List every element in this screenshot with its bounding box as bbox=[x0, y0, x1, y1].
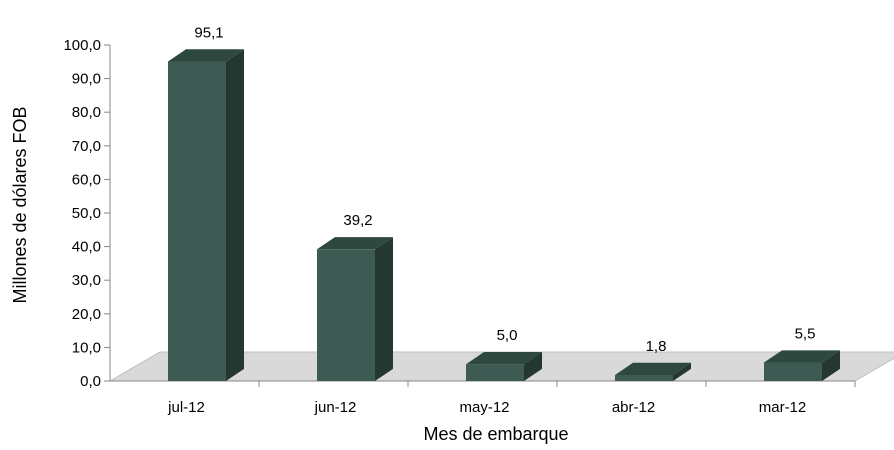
bar-front-face bbox=[317, 249, 375, 381]
data-label: 5,5 bbox=[795, 325, 816, 342]
x-tick-label: jul-12 bbox=[167, 399, 205, 416]
y-tick-label: 0,0 bbox=[80, 373, 101, 390]
bar-side-face bbox=[375, 237, 393, 381]
bar-front-face bbox=[764, 362, 822, 381]
y-tick-label: 100,0 bbox=[63, 37, 101, 54]
bar-mar-12 bbox=[764, 350, 840, 381]
y-tick-label: 50,0 bbox=[72, 205, 101, 222]
x-tick-label: abr-12 bbox=[612, 399, 655, 416]
bar-jun-12 bbox=[317, 237, 393, 381]
bar-side-face bbox=[524, 352, 542, 381]
data-labels: 95,1 39,2 5,0 1,8 5,5 bbox=[194, 24, 815, 354]
bar-top-face bbox=[615, 362, 691, 375]
y-tick-label: 70,0 bbox=[72, 138, 101, 155]
bar-abr-12 bbox=[615, 362, 691, 381]
y-tick-label: 40,0 bbox=[72, 239, 101, 256]
data-label: 1,8 bbox=[646, 338, 667, 355]
data-label: 95,1 bbox=[194, 24, 223, 41]
x-tick-label: mar-12 bbox=[759, 399, 807, 416]
y-axis-title: Millones de dólares FOB bbox=[10, 106, 30, 303]
bar-front-face bbox=[466, 364, 524, 381]
bar-may-12 bbox=[466, 352, 542, 381]
y-tick-label: 60,0 bbox=[72, 171, 101, 188]
bar-side-face bbox=[673, 362, 691, 381]
bar-top-face bbox=[466, 352, 542, 365]
y-tick-label: 10,0 bbox=[72, 339, 101, 356]
bar-side-face bbox=[226, 49, 244, 382]
bar-side-face bbox=[822, 350, 840, 381]
y-tick-label: 20,0 bbox=[72, 306, 101, 323]
data-label: 5,0 bbox=[497, 327, 518, 344]
bar-top-face bbox=[764, 350, 840, 363]
bar-front-face bbox=[168, 61, 226, 382]
x-tick-label: may-12 bbox=[459, 399, 509, 416]
bar-top-face bbox=[168, 49, 244, 62]
data-label: 39,2 bbox=[343, 212, 372, 229]
bar-front-face bbox=[615, 374, 673, 381]
x-axis-title: Mes de embarque bbox=[423, 424, 568, 444]
y-axis: 0,0 10,0 20,0 30,0 40,0 50,0 60,0 70,0 80,0 90,0 1… bbox=[63, 37, 111, 390]
x-tick-label: jun-12 bbox=[314, 399, 357, 416]
bar-top-face bbox=[317, 237, 393, 250]
bar-jul-12 bbox=[168, 49, 244, 382]
x-axis: jul-12 jun-12 may-12 abr-12 mar-12 bbox=[167, 381, 856, 416]
y-tick-label: 30,0 bbox=[72, 272, 101, 289]
y-tick-label: 90,0 bbox=[72, 71, 101, 88]
bars bbox=[168, 49, 840, 382]
y-tick-label: 80,0 bbox=[72, 104, 101, 121]
